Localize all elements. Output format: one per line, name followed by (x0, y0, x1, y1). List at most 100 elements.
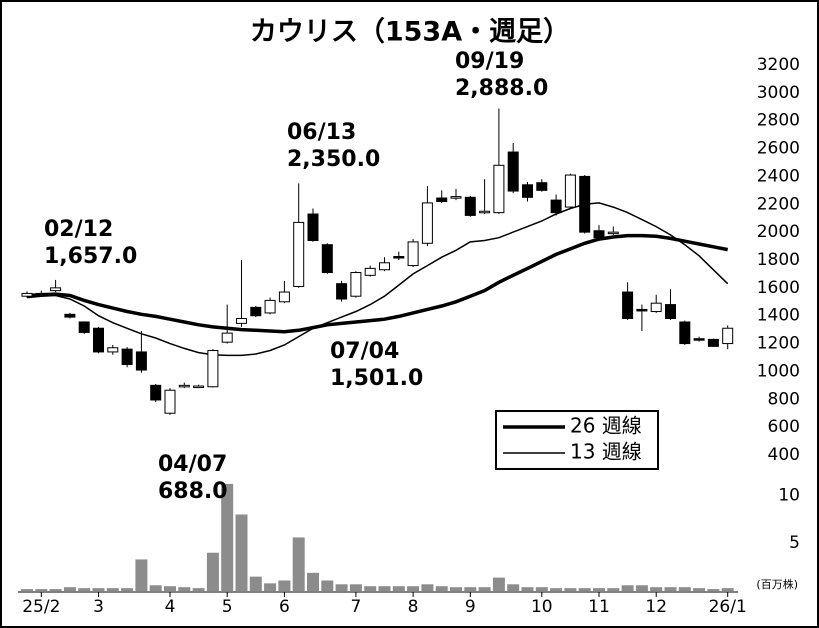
volume-bar (507, 584, 520, 591)
volume-bar (707, 589, 720, 591)
candle-body (722, 327, 734, 345)
volume-bar (149, 585, 162, 591)
candle-body (436, 197, 448, 202)
candle-body (336, 283, 348, 300)
volume-bar (335, 584, 348, 591)
volume-bar (664, 587, 677, 591)
candle-body (21, 292, 33, 297)
volume-bar (21, 589, 33, 591)
candle-body (593, 230, 605, 239)
volume-bar (164, 586, 176, 591)
volume-bar (49, 589, 62, 591)
candle-body (364, 267, 376, 276)
volume-bar (478, 587, 491, 591)
volume-bar (35, 589, 48, 591)
volume-bar (292, 537, 305, 591)
candle-body (536, 182, 548, 191)
y-tick-label: 2400 (757, 166, 800, 186)
candle-body (450, 196, 462, 199)
y-tick-label: 1400 (757, 306, 800, 326)
y-tick-label: 3200 (757, 55, 800, 75)
candle-body (636, 308, 648, 312)
annotation-date: 09/19 (455, 49, 524, 74)
annotation-date: 07/04 (330, 339, 399, 364)
annotation-value: 688.0 (158, 479, 228, 504)
volume-bar (678, 587, 691, 591)
candle-body (264, 299, 276, 314)
candle-body (293, 221, 305, 287)
candle-body (64, 313, 76, 318)
y-tick-label: 800 (768, 389, 800, 409)
volume-bar (235, 514, 248, 591)
volume-bar (92, 588, 105, 591)
candle-body (693, 338, 705, 341)
volume-bar (378, 586, 391, 591)
volume-bar (421, 584, 434, 591)
candle-body (307, 213, 319, 242)
volume-bar (264, 583, 277, 591)
candle-body (679, 321, 691, 345)
candle-body (78, 321, 90, 333)
legend-label: 26 週線 (570, 414, 642, 438)
moving-average-line (26, 233, 729, 334)
candle-body (393, 256, 405, 259)
candle-body (250, 306, 262, 317)
candle-body (50, 287, 62, 292)
volume-bar (650, 587, 663, 591)
candle-body (93, 327, 104, 353)
volume-tick-label: 10 (778, 485, 800, 505)
legend (495, 410, 659, 470)
volume-bar (535, 587, 548, 591)
volume-bar (721, 588, 734, 591)
volume-bar (106, 588, 119, 591)
volume-bar (278, 580, 291, 591)
candle-body (236, 318, 247, 324)
volume-bar (578, 588, 591, 591)
y-tick-label: 2200 (757, 194, 800, 214)
candle-body (564, 174, 576, 208)
x-tick-label: 6 (279, 597, 290, 617)
volume-bar (492, 577, 505, 591)
volume-bar (121, 588, 134, 591)
volume-bar (349, 584, 362, 591)
x-tick-label: 25/2 (22, 597, 60, 617)
volume-unit: (百万株) (756, 577, 798, 591)
candle-body (107, 347, 119, 353)
x-tick-label: 8 (408, 597, 419, 617)
candle-body (278, 291, 290, 303)
y-tick-label: 3000 (757, 83, 800, 103)
y-tick-label: 2800 (757, 111, 800, 131)
legend-label: 13 週線 (570, 440, 642, 464)
candle-body (550, 199, 562, 214)
candle-body (121, 348, 133, 365)
x-tick-label: 10 (531, 597, 553, 617)
candle-body (207, 350, 219, 388)
candle-body (464, 196, 476, 216)
candle-body (665, 304, 676, 320)
volume-bar (178, 587, 191, 591)
volume-bar (78, 588, 91, 591)
y-tick-label: 1600 (757, 278, 800, 298)
annotation-value: 2,888.0 (455, 76, 548, 101)
y-tick-label: 1200 (757, 334, 800, 354)
volume-bar (192, 588, 205, 591)
y-tick-label: 600 (768, 417, 800, 437)
volume-bar (521, 587, 534, 591)
candle-body (650, 302, 662, 313)
volume-bar (450, 587, 462, 591)
chart-title: カウリス（153A・週足） (250, 17, 570, 48)
volume-bar (135, 559, 148, 591)
candle-body (35, 292, 47, 296)
volume-bar (249, 576, 262, 591)
x-tick-label: 7 (350, 597, 361, 617)
annotation-date: 04/07 (158, 452, 227, 477)
y-tick-label: 2600 (757, 139, 800, 159)
candle-body (164, 389, 176, 414)
candle-body (135, 351, 147, 371)
y-tick-label: 1000 (757, 361, 800, 381)
volume-bar (564, 588, 577, 591)
x-tick-label: 11 (588, 597, 610, 617)
x-tick-label: 3 (93, 597, 104, 617)
candle-body (607, 231, 619, 235)
